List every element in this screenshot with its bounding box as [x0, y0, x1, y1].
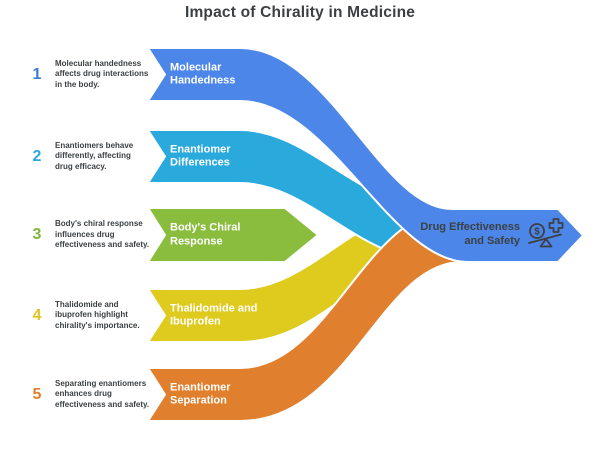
band-label-thalidomide-and-ibuprofen: Thalidomide and Ibuprofen: [170, 301, 258, 328]
scale-plank: [528, 233, 562, 244]
band-label-bodys-chiral-response: Body's Chiral Response: [170, 221, 241, 247]
band-label-enantiomer-differences: Enantiomer Differences: [170, 142, 231, 169]
step-description-4: Thalidomide and ibuprofen highlight chir…: [55, 299, 140, 330]
medical-cross-icon: [548, 218, 564, 233]
step-description-5: Separating enantiomers enhances drug eff…: [55, 378, 150, 409]
step-description-1: Molecular handedness affects drug intera…: [55, 58, 149, 89]
step-number-3: 3: [32, 226, 42, 243]
outcome: Drug Effectiveness and Safety $: [408, 215, 565, 255]
outcome-label: Drug Effectiveness and Safety: [420, 221, 520, 247]
step-description-2: Enantiomers behave differently, affectin…: [55, 140, 134, 171]
scale-fulcrum: [539, 238, 553, 248]
step-number-5: 5: [32, 385, 42, 403]
band-label-molecular-handedness: Molecular Handedness: [170, 60, 236, 87]
dollar-sign: $: [534, 227, 540, 238]
dollar-coin-icon: [529, 223, 545, 239]
step-number-1: 1: [32, 65, 42, 83]
step-number-2: 2: [32, 147, 42, 165]
band-label-enantiomer-separation: Enantiomer Separation: [170, 380, 231, 407]
step-number-4: 4: [32, 306, 42, 324]
step-description-3: Body's chiral response influences drug e…: [55, 219, 150, 250]
balance-scale-medical-icon: $: [528, 218, 564, 248]
ribbon-bodys-chiral-response: [147, 207, 319, 263]
page-title: Impact of Chirality in Medicine: [184, 4, 416, 21]
ribbon-molecular-handedness-and-outcome-arrow: [147, 47, 584, 263]
